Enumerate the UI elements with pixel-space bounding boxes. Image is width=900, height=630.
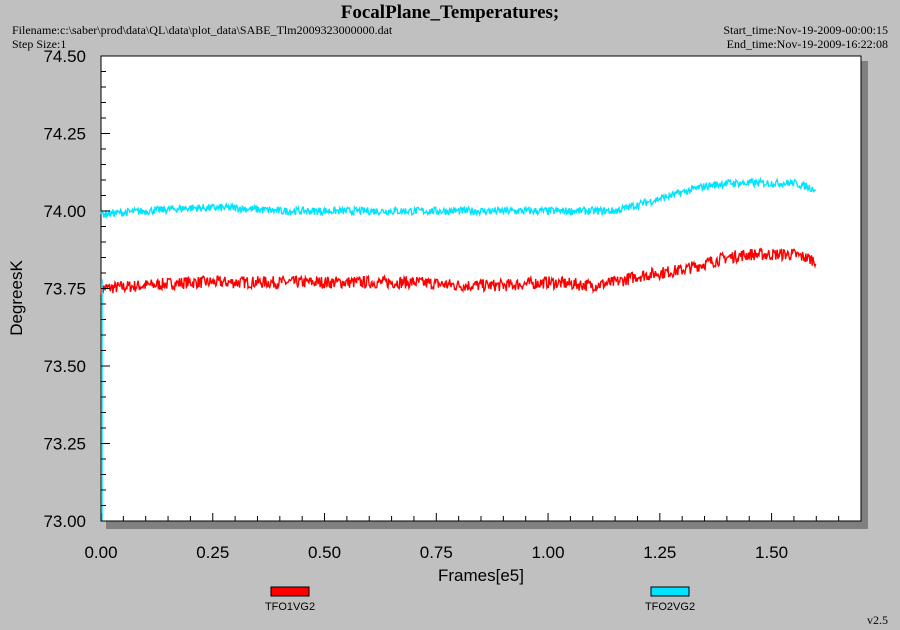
x-tick-label-2: 0.50 [308,543,341,562]
y-tick-label-3: 73.75 [43,280,86,299]
step-size-label: Step Size:1 [12,37,67,51]
y-tick-label-2: 73.50 [43,357,86,376]
series-line-tfo1vg2 [100,247,817,295]
x-tick-label-6: 1.50 [755,543,788,562]
x-tick-label-0: 0.00 [84,543,117,562]
version-label: v2.5 [867,613,888,627]
legend-label-tfo2vg2: TFO2VG2 [645,601,695,613]
x-axis-title: Frames[e5] [438,566,524,585]
plot-area [100,55,862,522]
y-tick-label-0: 73.00 [43,512,86,531]
x-tick-label-3: 0.75 [420,543,453,562]
legend-label-tfo1vg2: TFO1VG2 [265,601,315,613]
axis-layer: 0.00 0.25 0.50 0.75 1.00 1.25 1.50 73.00 73.25 73… [43,47,840,562]
filename-label: Filename:c:\saber\prod\data\QL\data\plot… [12,23,393,37]
legend-swatch-tfo1vg2 [270,586,310,597]
y-tick-label-6: 74.50 [43,47,86,66]
x-tick-label-1: 0.25 [196,543,229,562]
legend: TFO1VG2 TFO2VG2 [265,586,695,613]
y-tick-label-1: 73.25 [43,435,86,454]
chart-title: FocalPlane_Temperatures; [340,2,560,23]
start-time-label: Start_time:Nov-19-2009-00:00:15 [723,23,888,37]
series-line-tfo2vg2 [100,176,817,219]
end-time-label: End_time:Nov-19-2009-16:22:08 [726,37,888,51]
y-tick-label-4: 74.00 [43,202,86,221]
legend-swatch-tfo2vg2 [650,586,690,597]
y-tick-label-5: 74.25 [43,125,86,144]
y-axis-title: DegreesK [7,260,26,336]
x-tick-label-4: 1.00 [532,543,565,562]
x-tick-label-5: 1.25 [643,543,676,562]
